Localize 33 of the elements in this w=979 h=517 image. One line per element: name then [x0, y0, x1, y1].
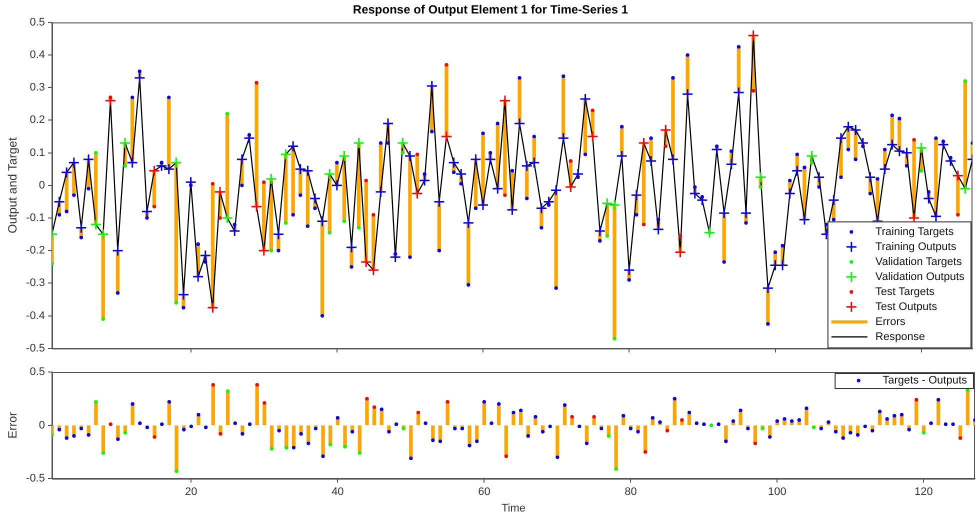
legend-label: Test Outputs [875, 300, 938, 313]
x-tick-label: 80 [624, 486, 637, 498]
y-tick-label: 0 [38, 419, 45, 432]
y-tick-label: -0.5 [26, 342, 45, 354]
y-tick-label: -0.3 [26, 277, 45, 290]
y-tick-label: 0.5 [30, 16, 45, 28]
chart-title: Response of Output Element 1 for Time-Series 1 [352, 2, 628, 17]
y-axis-title: Error [6, 412, 20, 439]
x-tick-label: 100 [768, 486, 786, 498]
legend-label: Targets - Outputs [882, 374, 968, 387]
legend-label: Errors [875, 316, 906, 328]
y-tick-label: 0 [38, 179, 45, 192]
legend-label: Response [875, 330, 925, 343]
y-tick-label: -0.5 [26, 472, 45, 485]
x-tick-label: 20 [185, 486, 198, 498]
y-tick-label: 0.5 [30, 366, 45, 378]
legend-label: Test Targets [875, 286, 936, 298]
y-tick-label: 0.1 [30, 146, 45, 159]
y-tick-label: 0.3 [30, 82, 45, 94]
y-tick-label: 0.2 [30, 114, 45, 126]
x-tick-label: 60 [478, 486, 490, 498]
y-tick-label: -0.2 [26, 244, 45, 257]
y-tick-label: -0.1 [26, 212, 45, 224]
legend-label: Training Targets [875, 226, 954, 238]
y-tick-label: -0.4 [26, 310, 45, 322]
legend-label: Validation Targets [875, 256, 962, 268]
y-tick-label: 0.4 [30, 49, 45, 62]
legend-label: Validation Outputs [875, 270, 965, 283]
x-tick-label: 120 [914, 486, 933, 498]
x-tick-label: 40 [332, 486, 344, 498]
x-axis-title: Time [501, 502, 526, 514]
legend-label: Training Outputs [875, 240, 957, 253]
y-axis-title: Output and Target [6, 136, 20, 234]
